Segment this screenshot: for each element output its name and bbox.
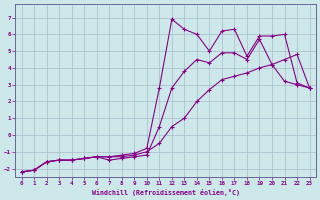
X-axis label: Windchill (Refroidissement éolien,°C): Windchill (Refroidissement éolien,°C) <box>92 189 240 196</box>
